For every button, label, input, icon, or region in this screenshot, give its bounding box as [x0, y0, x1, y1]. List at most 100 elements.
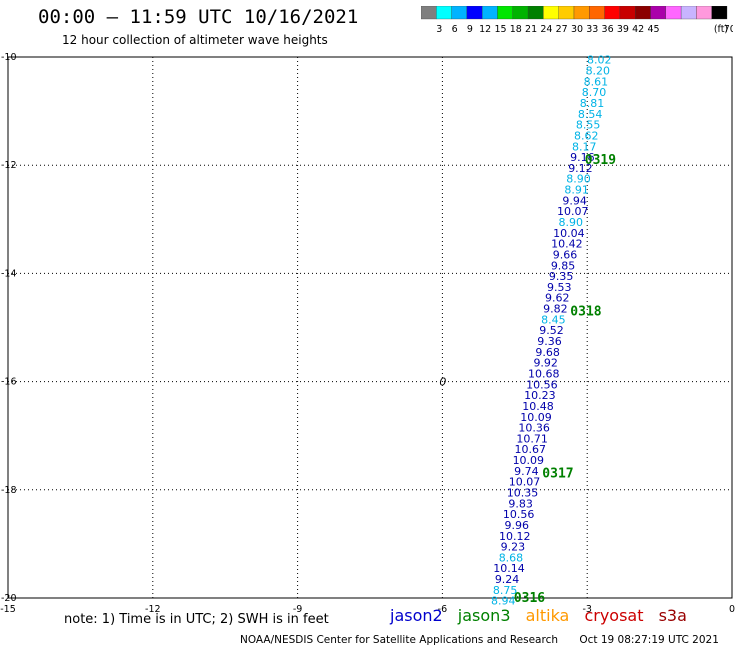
swh-data-label: 8.62 [574, 129, 599, 142]
color-scale-label: 42 [632, 24, 644, 35]
swh-data-label: 8.94 [491, 595, 516, 608]
swh-data-label: 8.45 [541, 313, 566, 326]
color-scale-label: 24 [540, 24, 552, 35]
color-scale-label: 70 [724, 24, 733, 35]
data-labels: 8.028.208.618.708.818.548.558.628.179.16… [491, 54, 612, 608]
swh-data-label: 10.71 [516, 432, 548, 445]
color-scale-bar: 3 6 9 12 15 18 21 24 27 30 33 36 39 42 45 70(ft) [421, 6, 733, 35]
color-scale-label: 9 [467, 24, 473, 35]
pass-time-label: 0317 [542, 467, 573, 482]
swh-data-label: 10.23 [524, 389, 556, 402]
footer-credit: NOAA/NESDIS Center for Satellite Applica… [240, 634, 719, 646]
swh-data-label: 9.16 [570, 151, 595, 164]
swh-data-label: 8.54 [578, 108, 603, 121]
color-scale-label: 21 [525, 24, 537, 35]
chart-subtitle: 12 hour collection of altimeter wave hei… [62, 33, 328, 47]
x-tick-label: -3 [582, 604, 591, 615]
track-start-marker: 0 [439, 376, 446, 389]
swh-data-label: 9.36 [537, 335, 562, 348]
swh-data-label: 9.85 [551, 259, 576, 272]
color-swatch [711, 6, 728, 20]
swh-data-label: 9.92 [533, 357, 558, 370]
x-tick-label: -12 [145, 604, 161, 615]
x-tick-label: -9 [293, 604, 302, 615]
color-scale-label: 30 [571, 24, 583, 35]
swh-data-label: 9.52 [539, 324, 564, 337]
swh-data-label: 8.02 [587, 54, 612, 67]
swh-data-label: 8.91 [564, 184, 589, 197]
swh-data-label: 10.04 [553, 227, 585, 240]
x-tick-labels: -15 -12 -9 -6 -3 0 [0, 604, 735, 615]
swh-data-label: 10.09 [513, 454, 545, 467]
swh-data-label: 8.55 [576, 119, 601, 132]
swh-data-label: 8.70 [582, 86, 607, 99]
pass-time-label: 0319 [585, 153, 616, 168]
swh-data-label: 10.35 [507, 487, 539, 500]
x-tick-label: 0 [729, 604, 735, 615]
color-scale-label: 45 [647, 24, 659, 35]
color-scale-unit: (ft) [714, 24, 728, 35]
color-scale-label: 27 [556, 24, 568, 35]
swh-data-label: 10.56 [526, 378, 558, 391]
color-scale-label: 12 [479, 24, 491, 35]
plot-frame [7, 56, 733, 599]
swh-data-label: 10.07 [509, 476, 541, 489]
swh-data-label: 9.12 [568, 162, 593, 175]
y-tick-label: -12 [1, 160, 17, 171]
legend-jason3: jason3 [457, 606, 511, 625]
swh-data-label: 8.75 [493, 584, 518, 597]
y-tick-labels: -10 -12 -14 -16 -18 -20 [1, 52, 17, 604]
y-tick-label: -14 [1, 268, 17, 279]
swh-data-label: 10.12 [499, 530, 531, 543]
y-tick-label: -20 [1, 593, 17, 604]
swh-data-label: 9.74 [514, 465, 539, 478]
swh-data-label: 9.53 [547, 281, 572, 294]
footer-note: note: 1) Time is in UTC; 2) SWH is in fe… [64, 612, 329, 627]
color-scale-label: 6 [452, 24, 458, 35]
legend-jason2: jason2 [390, 606, 443, 625]
y-tick-label: -18 [1, 485, 17, 496]
swh-data-label: 9.66 [553, 248, 578, 261]
swh-data-label: 8.61 [584, 75, 609, 88]
swh-data-label: 9.35 [549, 270, 574, 283]
x-tick-label: -6 [438, 604, 447, 615]
swh-data-label: 9.82 [543, 303, 568, 316]
satellite-legend: jason2 jason3 altika cryosat s3a [390, 606, 697, 625]
swh-data-label: 8.20 [586, 65, 611, 78]
swh-data-label: 9.83 [508, 497, 533, 510]
legend-cryosat: cryosat [584, 606, 644, 625]
color-swatches [421, 6, 728, 20]
legend-altika: altika [525, 606, 570, 625]
swh-data-label: 9.62 [545, 292, 570, 305]
pass-time-label: 0316 [514, 591, 545, 606]
x-tick-label: -15 [0, 604, 16, 615]
y-tick-label: -10 [1, 52, 17, 63]
color-scale-label: 36 [602, 24, 614, 35]
swh-data-label: 8.81 [580, 97, 605, 110]
swh-data-label: 10.42 [551, 238, 583, 251]
swh-data-label: 10.14 [493, 562, 525, 575]
generated-timestamp: Oct 19 08:27:19 UTC 2021 [579, 634, 719, 646]
chart-title: 00:00 – 11:59 UTC 10/16/2021 [38, 6, 359, 28]
swh-data-label: 8.90 [566, 173, 591, 186]
color-scale-label: 3 [436, 24, 442, 35]
swh-data-label: 10.67 [514, 443, 546, 456]
swh-data-label: 10.09 [520, 411, 552, 424]
swh-data-label: 10.36 [518, 422, 550, 435]
swh-data-label: 10.68 [528, 367, 560, 380]
color-scale-labels: 3 6 9 12 15 18 21 24 27 30 33 36 39 42 45 70(ft) [436, 24, 733, 35]
swh-data-label: 8.17 [572, 140, 597, 153]
grid-lines [8, 57, 732, 598]
swh-data-label: 10.56 [503, 508, 535, 521]
color-scale-label: 15 [494, 24, 506, 35]
pass-time-label: 0318 [570, 304, 601, 319]
color-scale-label: 18 [510, 24, 522, 35]
swh-data-label: 9.96 [504, 519, 529, 532]
swh-data-label: 9.24 [495, 573, 520, 586]
color-scale-label: 39 [617, 24, 629, 35]
time-labels: 0319 0318 0317 0316 0 [439, 153, 616, 606]
swh-data-label: 8.68 [499, 551, 524, 564]
swh-data-label: 9.68 [535, 346, 560, 359]
